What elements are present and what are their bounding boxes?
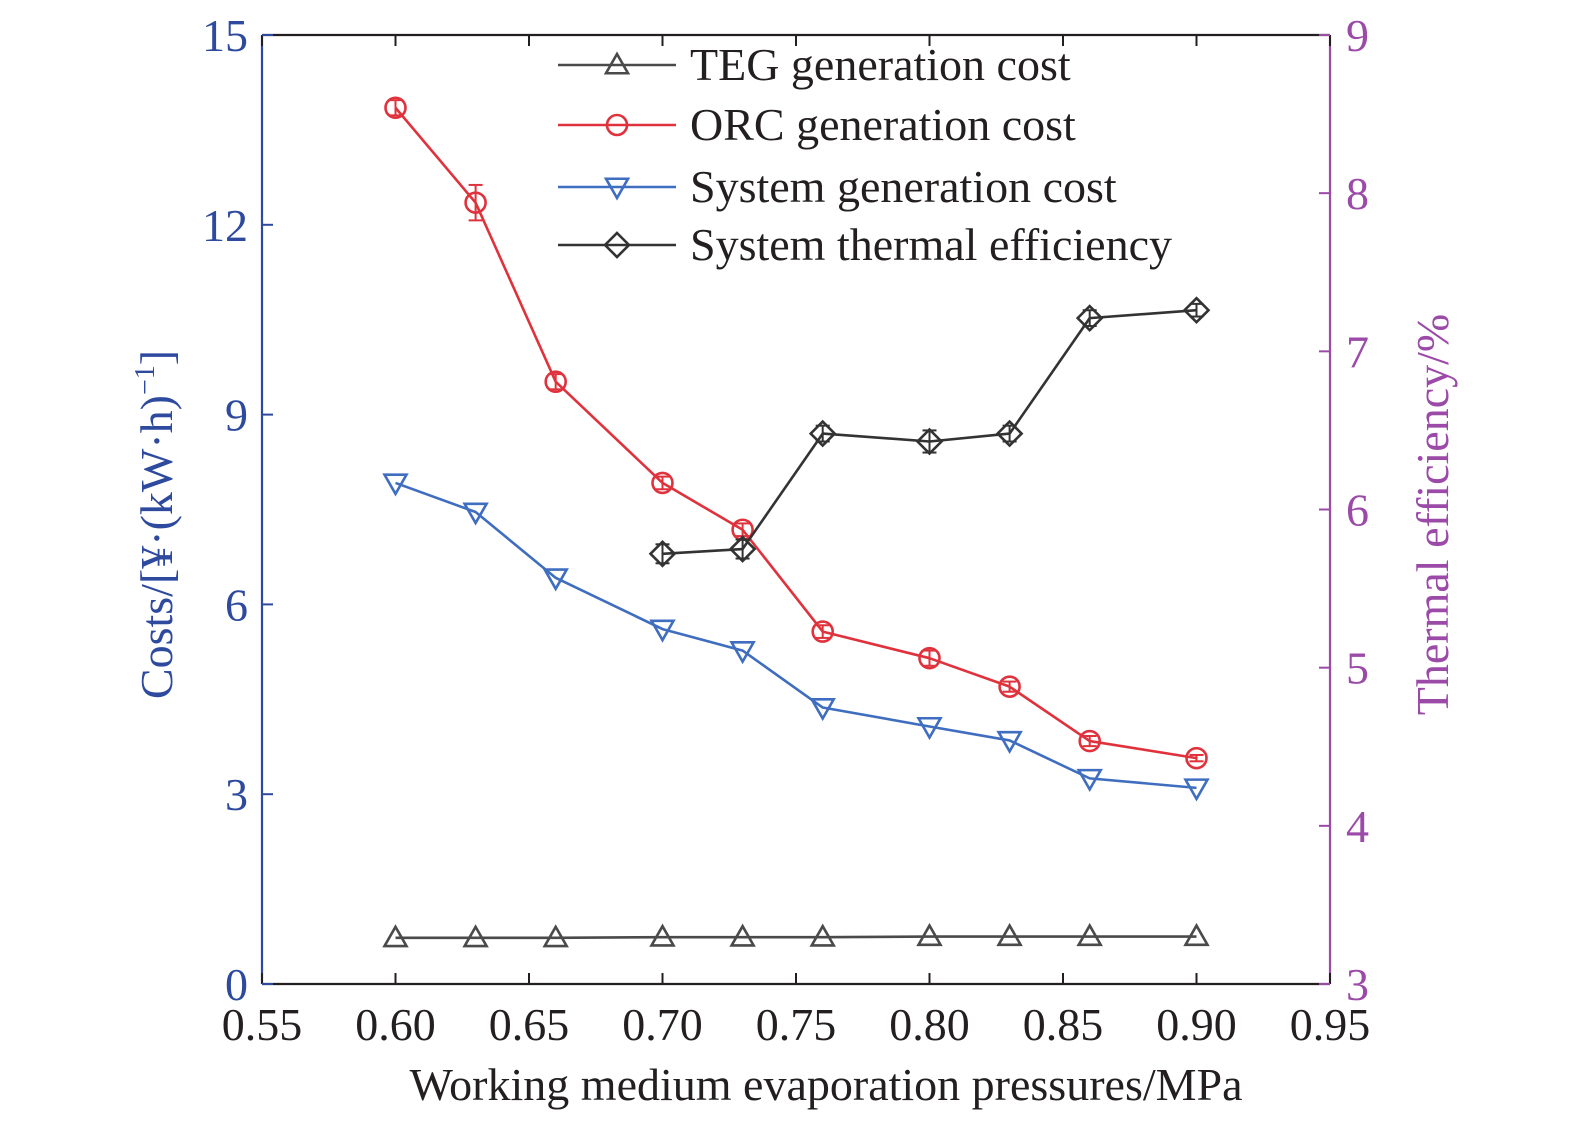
series-group (382, 96, 1211, 948)
x-tick-label: 0.80 (889, 999, 970, 1050)
legend-label: System generation cost (690, 161, 1117, 212)
data-point (918, 646, 941, 670)
series-line (395, 935, 1197, 940)
y-right-tick-label: 8 (1346, 168, 1369, 219)
series-system-thermal-efficiency (648, 296, 1211, 568)
data-point (1183, 922, 1210, 947)
data-point (544, 370, 568, 394)
legend-item: System generation cost (558, 161, 1117, 212)
y-axis-left: 0 3 6 9 12 15 (202, 10, 273, 1010)
data-point (996, 730, 1023, 755)
legend: TEG generation cost ORC generation cost Sy… (558, 39, 1172, 270)
data-point (384, 96, 407, 120)
data-point (1185, 746, 1208, 770)
data-point (998, 675, 1021, 698)
data-point (382, 924, 409, 948)
data-point (916, 716, 943, 741)
data-point (1075, 304, 1104, 332)
y-right-tick-label: 3 (1346, 959, 1369, 1010)
data-point (809, 697, 836, 722)
x-tick-label: 0.65 (489, 999, 570, 1050)
legend-marker (603, 231, 631, 259)
series-orc-generation-cost (384, 96, 1208, 770)
legend-label: TEG generation cost (690, 39, 1071, 90)
data-point (542, 924, 569, 948)
y-axis-left-title-main: Costs/[¥·(kW·h) (131, 395, 182, 699)
data-point (1076, 922, 1103, 947)
data-point (649, 619, 676, 643)
x-tick-label: 0.85 (1023, 999, 1104, 1050)
data-point (649, 923, 676, 947)
x-tick-label: 0.70 (622, 999, 703, 1050)
legend-marker (603, 51, 631, 75)
data-point (729, 641, 756, 665)
data-point (542, 568, 569, 592)
legend-item: System thermal efficiency (558, 219, 1172, 270)
y-left-tick-label: 6 (225, 579, 248, 630)
data-point (651, 471, 674, 495)
y-left-tick-label: 12 (202, 200, 248, 251)
data-point (1182, 296, 1211, 325)
data-point (462, 924, 489, 948)
y-axis-left-title: Costs/[¥·(kW·h)−1] (130, 350, 182, 699)
legend-label: ORC generation cost (690, 99, 1076, 150)
x-tick-label: 0.90 (1156, 999, 1237, 1050)
y-axis-left-title-superscript: −1 (130, 365, 161, 395)
data-point (464, 191, 487, 214)
x-tick-label: 0.55 (222, 999, 303, 1050)
y-right-tick-label: 5 (1346, 643, 1369, 694)
legend-item: TEG generation cost (558, 39, 1071, 90)
y-right-tick-label: 9 (1346, 10, 1369, 61)
series-teg-generation-cost (382, 922, 1210, 948)
x-axis: 0.55 0.60 0.65 0.70 0.75 0.80 0.85 0.90 0.95 (222, 35, 1371, 1050)
data-point (809, 923, 836, 947)
data-point (728, 535, 757, 563)
x-axis-title: Working medium evaporation pressures/MPa (409, 1059, 1242, 1110)
y-right-tick-label: 4 (1346, 801, 1369, 852)
data-point (808, 419, 837, 448)
legend-marker (605, 113, 629, 137)
x-tick-label: 0.95 (1290, 999, 1371, 1050)
y-left-tick-label: 0 (225, 959, 248, 1010)
series-system-generation-cost (382, 473, 1210, 802)
data-point (995, 419, 1024, 448)
x-tick-label: 0.75 (756, 999, 837, 1050)
data-point (648, 539, 677, 568)
data-point (916, 922, 943, 947)
y-axis-right-title: Thermal efficiency/% (1407, 314, 1458, 715)
series-line (394, 106, 1197, 760)
data-point (1183, 778, 1210, 802)
x-tick-label: 0.60 (355, 999, 436, 1050)
legend-label: System thermal efficiency (690, 219, 1172, 270)
data-point (1078, 729, 1101, 753)
y-left-tick-label: 9 (225, 390, 248, 441)
y-left-tick-label: 3 (225, 769, 248, 820)
data-point (915, 427, 944, 456)
y-axis-right: 3 4 5 6 7 8 9 (1319, 10, 1369, 1010)
y-axis-left-title-bracket: ] (131, 350, 182, 365)
y-left-tick-label: 15 (202, 10, 248, 61)
data-point (462, 502, 489, 526)
legend-item: ORC generation cost (558, 99, 1076, 150)
legend-marker (603, 177, 631, 201)
y-right-tick-label: 6 (1346, 485, 1369, 536)
data-point (996, 922, 1023, 947)
series-line (395, 481, 1197, 790)
data-point (811, 620, 835, 643)
data-point (1076, 768, 1103, 793)
y-right-tick-label: 7 (1346, 326, 1369, 377)
data-point (729, 923, 756, 947)
data-point (382, 473, 409, 497)
